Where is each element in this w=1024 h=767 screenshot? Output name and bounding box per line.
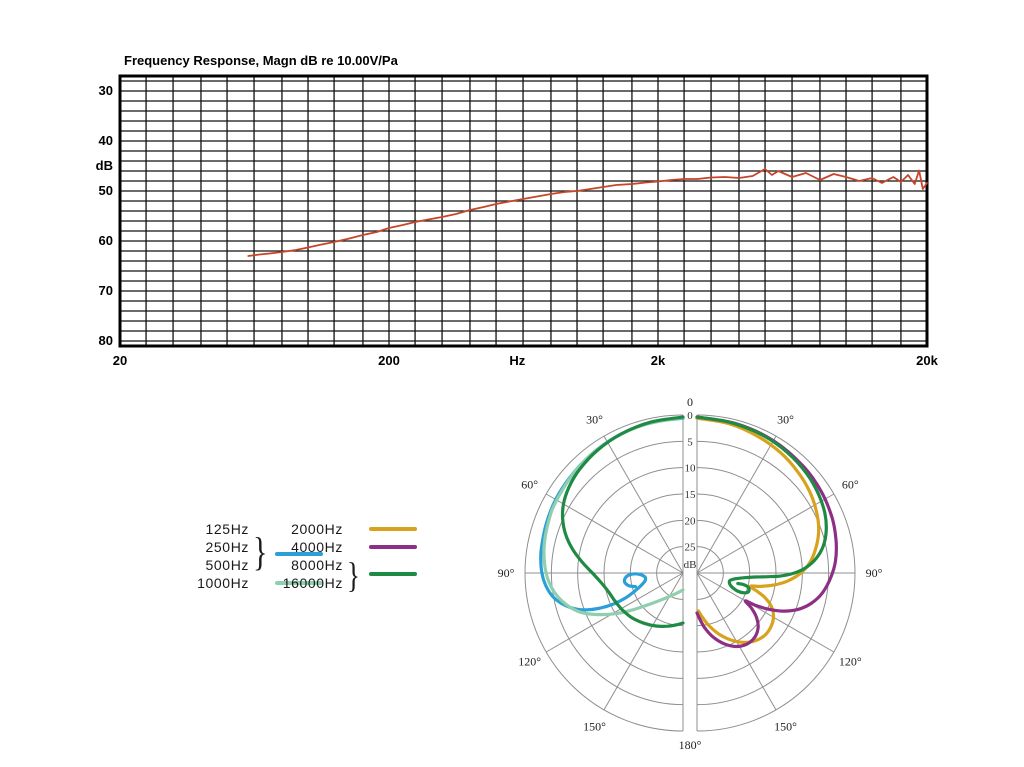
legend-swatch-orange <box>369 527 417 531</box>
polar-radial-label: 0 <box>687 410 693 422</box>
freq-y-tick: 60 <box>99 233 113 248</box>
polar-angle-label: 90° <box>866 566 883 580</box>
polar-series-8000-16000Hz-left <box>560 415 685 628</box>
freq-y-tick: dB <box>96 158 113 173</box>
legend-label-125hz: 125Hz <box>205 521 249 537</box>
polar-radial-label: 15 <box>685 489 697 501</box>
polar-series-4000Hz <box>695 415 838 649</box>
legend-group-4000hz: 4000Hz <box>277 538 417 556</box>
freq-y-tick: 30 <box>99 83 113 98</box>
freq-x-tick: 20k <box>916 353 938 368</box>
legend-column-high-frequencies: 2000Hz 4000Hz 8000Hz 16000Hz } <box>277 520 417 593</box>
freq-response-trace <box>247 168 928 257</box>
freq-x-tick: Hz <box>509 353 525 368</box>
freq-chart-title: Frequency Response, Magn dB re 10.00V/Pa <box>124 53 399 68</box>
polar-series-8000-16000Hz-right <box>695 415 828 595</box>
polar-series-1000Hz <box>542 416 685 617</box>
polar-radial-unit-label: dB <box>684 559 697 571</box>
legend-label-1000hz: 1000Hz <box>197 575 249 591</box>
polar-angle-label: 90° <box>498 566 515 580</box>
legend-group-125-500hz: 125Hz 250Hz 500Hz } <box>183 520 323 574</box>
polar-legend: 125Hz 250Hz 500Hz } 1000Hz 2000Hz <box>183 520 417 593</box>
freq-y-tick: 70 <box>99 283 113 298</box>
legend-swatch-blue <box>275 552 323 556</box>
legend-brace: } <box>253 529 268 574</box>
legend-label-16000hz: 16000Hz <box>282 575 343 591</box>
legend-label-500hz: 500Hz <box>205 557 249 573</box>
legend-group-1000hz: 1000Hz <box>183 574 323 592</box>
polar-radial-label: 25 <box>685 542 697 554</box>
polar-radial-label: 10 <box>685 463 697 475</box>
legend-column-low-frequencies: 125Hz 250Hz 500Hz } 1000Hz <box>183 520 323 592</box>
polar-pattern-chart: 30° 60° 90° 120° 150° 30° 60° 90° 120° 150° 0 180° 0… <box>498 395 883 752</box>
polar-angle-label: 120° <box>839 655 862 669</box>
legend-label-2000hz: 2000Hz <box>291 521 343 537</box>
legend-label-4000hz: 4000Hz <box>291 539 343 555</box>
polar-angle-label: 150° <box>774 719 797 733</box>
polar-angle-label-180: 180° <box>679 738 702 752</box>
freq-x-tick: 2k <box>651 353 666 368</box>
polar-angle-label: 30° <box>777 413 794 427</box>
freq-y-tick: 40 <box>99 133 113 148</box>
legend-label-8000hz: 8000Hz <box>291 557 343 573</box>
freq-y-tick: 50 <box>99 183 113 198</box>
freq-grid <box>120 76 927 346</box>
polar-angle-label: 60° <box>521 478 538 492</box>
legend-swatch-green <box>369 572 417 576</box>
polar-series-2000Hz <box>695 416 821 645</box>
legend-swatch-purple <box>369 545 417 549</box>
polar-angle-label: 150° <box>583 719 606 733</box>
legend-brace: } <box>347 555 360 595</box>
legend-swatch-light-green <box>275 581 323 585</box>
polar-radial-label: 20 <box>685 515 697 527</box>
polar-grid <box>524 414 856 732</box>
freq-x-tick: 200 <box>378 353 400 368</box>
frequency-response-chart: Frequency Response, Magn dB re 10.00V/Pa… <box>96 53 939 368</box>
polar-angle-label: 120° <box>518 655 541 669</box>
legend-group-8000-16000hz: 8000Hz 16000Hz } <box>277 556 417 593</box>
polar-angle-label-0: 0 <box>687 395 693 409</box>
legend-label-250hz: 250Hz <box>205 539 249 555</box>
freq-y-tick: 80 <box>99 333 113 348</box>
polar-angle-label: 30° <box>586 413 603 427</box>
freq-x-tick: 20 <box>113 353 127 368</box>
legend-group-2000hz: 2000Hz <box>277 520 417 538</box>
polar-radial-label: 5 <box>687 436 693 448</box>
polar-angle-label: 60° <box>842 478 859 492</box>
